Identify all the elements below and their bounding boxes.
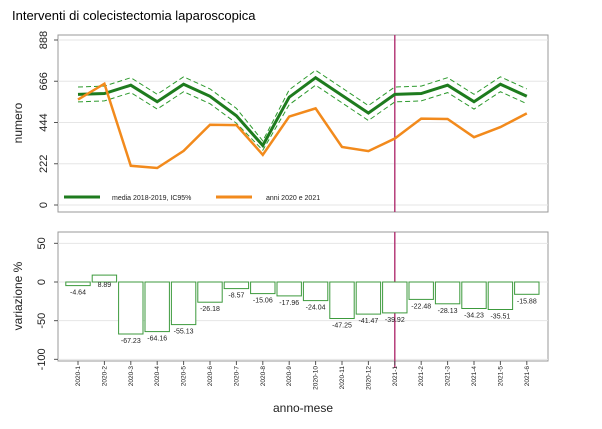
bar-value-label: -26.18 [200,306,220,313]
top-ytick-label: 444 [38,113,50,131]
bar-value-label: -39.92 [385,317,405,324]
x-tick-label: 2021-5 [497,366,504,387]
bar-2020-5 [170,281,197,326]
x-tick-label: 2020-8 [260,366,267,387]
bar-2020-3 [118,281,144,335]
bar-value-label: -22.48 [411,303,431,310]
bar-2020-2 [91,274,118,283]
bottom-ytick-label: 50 [36,237,48,249]
ci-upper-line [77,69,528,142]
top-ytick-label: 222 [38,155,50,173]
bar-value-label: -15.06 [253,298,273,305]
bar-2020-9 [276,281,302,297]
bar-2020-12 [355,281,382,315]
top-ytick-label: 0 [38,202,50,208]
bar-value-label: -34.23 [464,313,484,320]
chart-title: Interventi di colecistectomia laparoscop… [12,8,256,23]
bar-value-label: 8.89 [98,282,112,289]
bar-value-label: -8.57 [228,293,244,300]
bar-2021-5 [487,281,514,310]
bar-value-label: -24.04 [306,305,326,312]
bar-value-label: -67.23 [121,338,141,345]
bar-value-label: -41.47 [358,318,378,325]
bar-value-label: -55.13 [174,329,194,336]
mean-line [77,75,528,149]
bar-2021-2 [408,281,434,300]
legend-label-mean: media 2018-2019, IC95% [112,195,191,202]
ci-lower-line [77,84,528,152]
bar-2020-11 [329,281,355,319]
x-tick-label: 2021-6 [524,366,531,387]
x-tick-label: 2020-7 [233,366,240,387]
x-tick-label: 2020-10 [313,366,320,390]
bar-2020-1 [65,281,91,287]
bar-2020-4 [144,281,170,333]
bar-value-label: -35.51 [490,314,510,321]
bar-value-label: -64.16 [147,336,167,343]
bar-2020-7 [223,281,250,290]
x-tick-label: 2020-3 [128,366,135,387]
x-tick-label: 2021-3 [445,366,452,387]
bar-2021-6 [514,281,540,295]
bar-2021-1 [382,281,408,314]
top-panel: 0 222 444 666 888 numero media 2018-2019, IC95… [11,31,549,213]
bottom-ytick-label: -100 [36,348,48,370]
legend-label-current: anni 2020 e 2021 [266,195,320,202]
x-tick-label: 2020-11 [339,366,346,390]
x-tick-label: 2020-6 [207,366,214,387]
x-tick-label: 2020-4 [154,366,161,387]
x-tick-label: 2020-2 [101,366,108,387]
x-tick-label: 2020-5 [181,366,188,387]
bottom-y-axis-label: variazione % [11,261,25,330]
bar-2020-6 [197,281,223,303]
bar-value-label: -15.88 [517,298,537,305]
bar-2020-8 [250,281,276,295]
x-tick-label: 2020-1 [75,366,82,387]
x-tick-label: 2020-12 [365,366,372,390]
top-y-axis-label: numero [11,102,25,143]
x-tick-label: 2021-2 [418,366,425,387]
top-ytick-label: 888 [38,31,50,49]
x-tick-label: 2020-9 [286,366,293,387]
bar-value-label: -47.25 [332,323,352,330]
x-tick-label: 2021-1 [392,366,399,387]
top-plot-frame [57,34,549,213]
bar-2021-4 [461,281,487,309]
current-line [77,81,528,170]
bar-2021-3 [434,281,461,305]
bottom-panel: 50 0 -50 -100 variazione % -4.64 2020-1 8.89 202… [11,231,549,415]
bar-value-label: -17.96 [279,300,299,307]
top-ytick-label: 666 [38,72,50,90]
bar-2020-10 [302,281,329,302]
bottom-ytick-label: 0 [36,279,48,285]
bottom-ytick-label: -50 [36,313,48,329]
x-axis-label: anno-mese [273,401,333,415]
x-tick-label: 2021-4 [471,366,478,387]
bar-value-label: -28.13 [438,308,458,315]
bar-value-label: -4.64 [70,290,86,297]
